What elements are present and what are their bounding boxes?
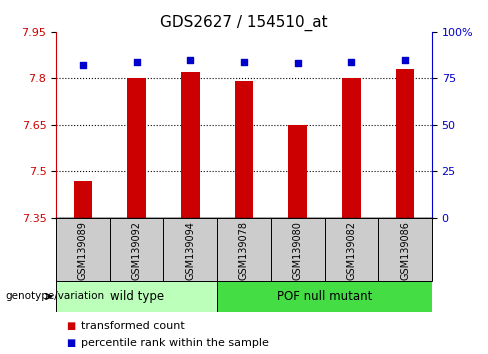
Text: GSM139086: GSM139086: [400, 221, 410, 280]
Bar: [181, 72, 200, 218]
Text: wild type: wild type: [110, 290, 163, 303]
Text: percentile rank within the sample: percentile rank within the sample: [81, 338, 268, 348]
Text: ■: ■: [66, 321, 75, 331]
Title: GDS2627 / 154510_at: GDS2627 / 154510_at: [160, 14, 328, 30]
Point: [294, 61, 302, 66]
Text: GSM139094: GSM139094: [185, 221, 195, 280]
Bar: [288, 125, 307, 218]
Point: [186, 57, 194, 63]
Bar: [396, 69, 414, 218]
Text: genotype/variation: genotype/variation: [5, 291, 104, 302]
Bar: [235, 81, 253, 218]
Text: ■: ■: [66, 338, 75, 348]
Text: GSM139082: GSM139082: [346, 221, 356, 280]
Text: POF null mutant: POF null mutant: [277, 290, 372, 303]
Bar: [56, 281, 217, 312]
Text: GSM139078: GSM139078: [239, 221, 249, 280]
Point: [240, 59, 248, 64]
Point: [79, 63, 87, 68]
Point: [347, 59, 355, 64]
Bar: [74, 181, 92, 218]
Text: GSM139092: GSM139092: [132, 221, 142, 280]
Text: GSM139080: GSM139080: [293, 221, 303, 280]
Bar: [342, 78, 361, 218]
Text: transformed count: transformed count: [81, 321, 184, 331]
Bar: [127, 78, 146, 218]
Point: [401, 57, 409, 63]
Point: [133, 59, 141, 64]
Text: GSM139089: GSM139089: [78, 221, 88, 280]
Bar: [217, 281, 432, 312]
